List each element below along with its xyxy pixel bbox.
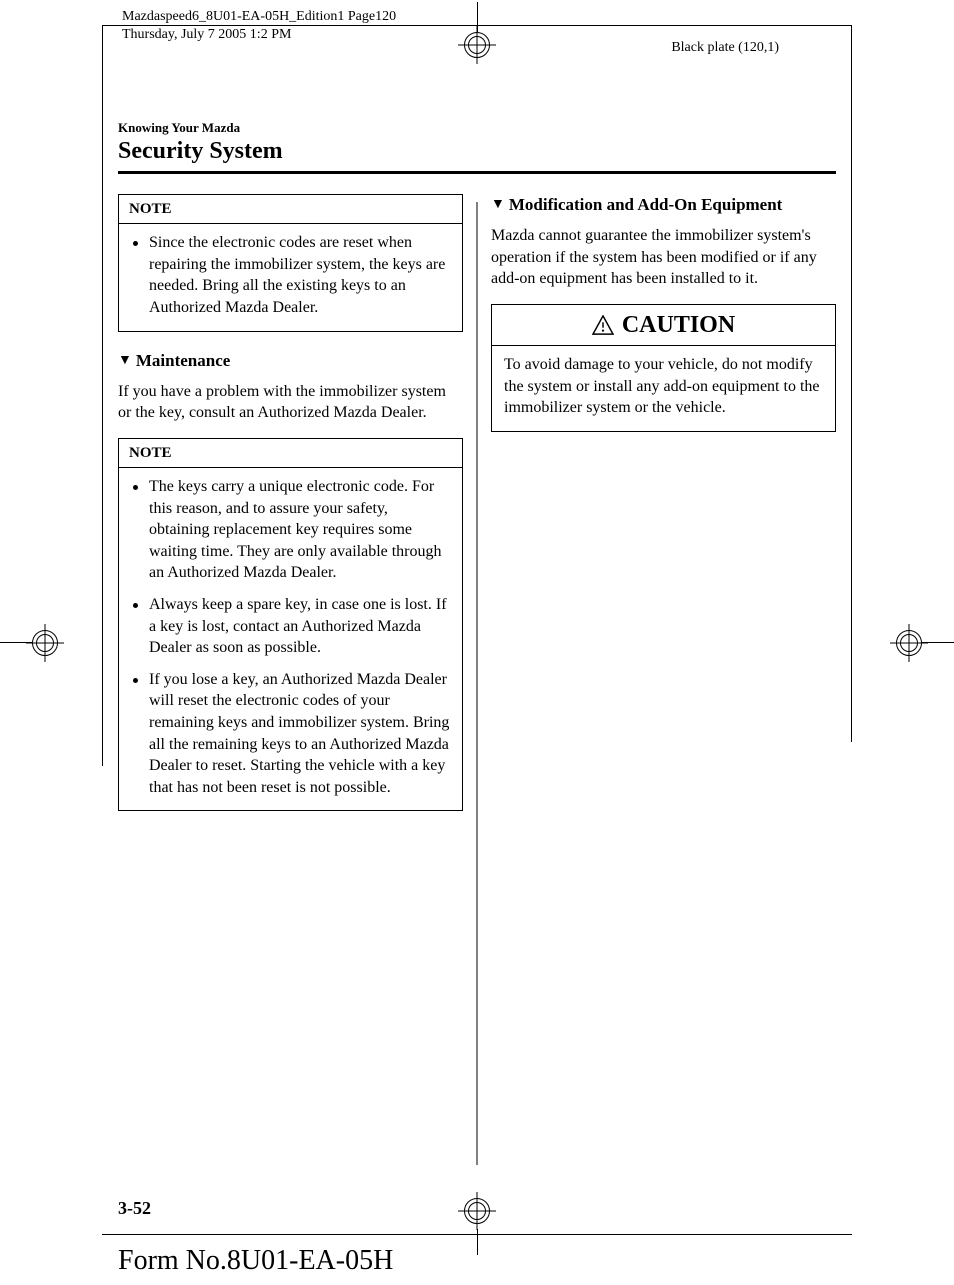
page-number: 3-52 <box>118 1198 151 1219</box>
warning-icon <box>592 315 614 335</box>
page-content: Knowing Your Mazda Security System NOTE … <box>118 120 836 829</box>
paragraph: Mazda cannot guarantee the immobilizer s… <box>491 225 836 290</box>
note-box-1: NOTE Since the electronic codes are rese… <box>118 194 463 332</box>
left-column: NOTE Since the electronic codes are rese… <box>118 194 463 829</box>
paragraph: If you have a problem with the immobiliz… <box>118 381 463 424</box>
caution-header: CAUTION <box>492 305 835 346</box>
note-item: The keys carry a unique electronic code.… <box>131 476 450 584</box>
note-item: Always keep a spare key, in case one is … <box>131 594 450 659</box>
caution-body: To avoid damage to your vehicle, do not … <box>492 346 835 431</box>
crosshair-icon <box>32 630 58 656</box>
chapter-label: Knowing Your Mazda <box>118 120 836 136</box>
note-item: If you lose a key, an Authorized Mazda D… <box>131 669 450 799</box>
subhead-maintenance: ▼ Maintenance <box>118 350 463 373</box>
title-rule <box>118 171 836 174</box>
form-number: Form No.8U01-EA-05H <box>118 1245 393 1277</box>
caution-box: CAUTION To avoid damage to your vehicle,… <box>491 304 836 432</box>
bottom-rule <box>102 1234 852 1235</box>
right-column: ▼ Modification and Add-On Equipment Mazd… <box>491 194 836 829</box>
section-title: Security System <box>118 138 836 165</box>
crosshair-icon <box>896 630 922 656</box>
note-item: Since the electronic codes are reset whe… <box>131 232 450 318</box>
caution-label: CAUTION <box>622 309 735 341</box>
subhead-modification: ▼ Modification and Add-On Equipment <box>491 194 836 217</box>
note-box-2: NOTE The keys carry a unique electronic … <box>118 438 463 812</box>
doc-id: Mazdaspeed6_8U01-EA-05H_Edition1 Page120 <box>122 8 396 26</box>
note-label: NOTE <box>119 439 462 468</box>
note-label: NOTE <box>119 195 462 224</box>
triangle-down-icon: ▼ <box>491 194 505 216</box>
print-mark-right <box>896 630 954 656</box>
print-mark-left <box>0 630 58 656</box>
triangle-down-icon: ▼ <box>118 350 132 372</box>
